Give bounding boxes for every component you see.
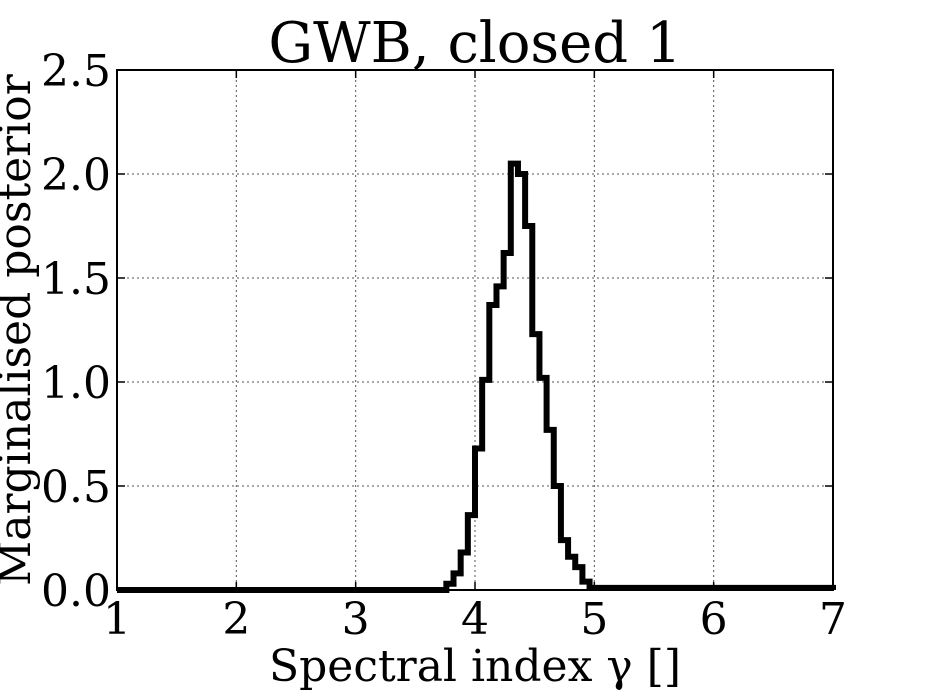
y-tick-label: 2.0 (41, 150, 111, 201)
y-tick-label: 0.0 (41, 566, 111, 617)
x-tick-label: 2 (222, 594, 250, 645)
x-tick-label: 3 (342, 594, 370, 645)
ticks: 1 2 3 4 5 6 7 0.0 0.5 1.0 1.5 2.0 2.5 (41, 46, 847, 645)
x-tick-label: 4 (461, 594, 489, 645)
x-axis-label: Spectral index γ [] (269, 641, 681, 692)
x-tick-label: 1 (103, 594, 131, 645)
y-tick-label: 2.5 (41, 46, 111, 97)
y-tick-label: 1.0 (41, 358, 111, 409)
y-tick-label: 0.5 (41, 462, 111, 513)
chart-title: GWB, closed 1 (268, 11, 681, 76)
x-tick-label: 7 (819, 594, 847, 645)
x-tick-label: 6 (700, 594, 728, 645)
x-tick-label: 5 (580, 594, 608, 645)
y-tick-label: 1.5 (41, 254, 111, 305)
posterior-step-line (117, 160, 836, 593)
data-layer (117, 160, 836, 593)
y-axis-label: Marginalised posterior (0, 73, 41, 586)
